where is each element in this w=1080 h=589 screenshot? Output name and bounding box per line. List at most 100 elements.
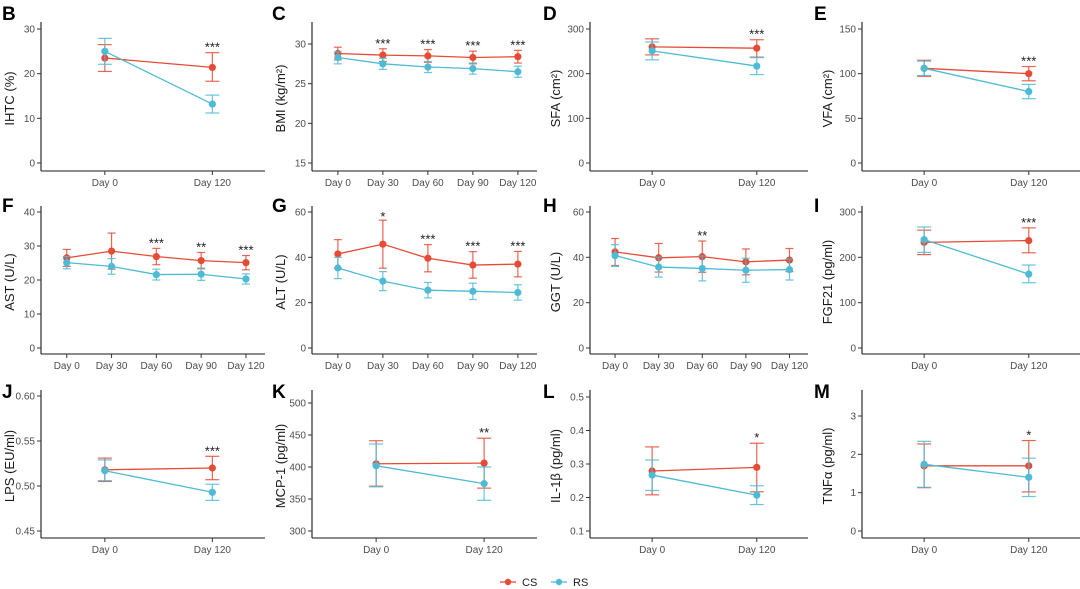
x-tick-label: Day 0: [363, 545, 390, 556]
series-rs: [645, 459, 764, 506]
legend-label: RS: [573, 577, 588, 589]
x-tick-label: Day 0: [639, 178, 666, 189]
data-point: [152, 270, 160, 279]
data-point: [107, 262, 116, 270]
panel-label: I: [814, 196, 819, 217]
data-point: [208, 63, 216, 72]
significance-marker: ***: [205, 443, 220, 458]
significance-marker: **: [196, 239, 206, 254]
series-line: [652, 474, 757, 496]
y-tick-label: 350: [289, 495, 306, 506]
series-rs: [917, 226, 1036, 284]
x-tick-label: Day 60: [412, 178, 444, 189]
panel-l: L 0.1 0.2 0.3 0.4 0.5 Day 0 Day 120 IL-1β (pg/ml…: [543, 382, 808, 556]
data-point: [334, 264, 342, 272]
y-axis-title: SFA (cm²): [548, 70, 563, 128]
legend-key-point: [504, 578, 512, 586]
data-point: [1025, 473, 1033, 481]
significance-marker: ***: [149, 235, 164, 250]
data-point: [469, 287, 477, 295]
x-tick-label: Day 90: [730, 361, 762, 372]
data-point: [1025, 236, 1033, 245]
data-point: [379, 240, 387, 248]
data-point: [334, 53, 342, 62]
panel-h: H 0 20 40 60 Day 0 Day 30 Day 60 Day 90 Day 120 GG…: [543, 196, 809, 372]
significance-marker: ***: [510, 37, 525, 52]
data-point: [920, 236, 928, 244]
y-tick-label: 20: [24, 276, 36, 287]
y-tick-label: 0.60: [16, 392, 36, 403]
data-point: [334, 250, 342, 258]
y-tick-label: 30: [295, 40, 307, 51]
y-tick-label: 20: [295, 119, 307, 130]
y-tick-label: 500: [289, 399, 306, 410]
significance-marker: ***: [1021, 215, 1036, 230]
data-point: [480, 480, 488, 488]
y-tick-label: 60: [573, 208, 585, 219]
panel-label: F: [2, 196, 14, 217]
significance-marker: *: [1026, 428, 1031, 443]
y-tick-label: 0.1: [570, 527, 584, 538]
y-tick-label: 300: [567, 25, 584, 36]
x-tick-label: Day 0: [92, 178, 119, 189]
data-point: [242, 275, 250, 283]
x-tick-label: Day 0: [639, 545, 666, 556]
data-point: [753, 491, 761, 499]
panel-label: H: [543, 196, 557, 217]
data-point: [208, 100, 216, 108]
x-tick-label: Day 0: [54, 361, 81, 372]
x-tick-label: Day 120: [194, 545, 232, 556]
data-point: [742, 266, 750, 274]
y-axis-title: GGT (U/L): [548, 252, 563, 312]
y-tick-label: 1: [850, 488, 856, 499]
data-point: [424, 254, 432, 262]
y-tick-label: 0.55: [16, 437, 36, 448]
series-line: [923, 67, 1029, 93]
significance-marker: *: [754, 430, 759, 445]
data-point: [63, 259, 71, 267]
data-point: [514, 288, 522, 297]
panel-m: M 0 1 2 3 Day 0 Day 120 TNFα (pg/ml) *: [814, 382, 1080, 556]
data-point: [107, 247, 116, 255]
x-tick-label: Day 90: [457, 178, 489, 189]
data-point: [785, 265, 794, 274]
y-tick-label: 450: [289, 431, 306, 442]
series-cs: [645, 442, 764, 496]
y-tick-label: 10: [24, 114, 36, 125]
y-tick-label: 0.4: [570, 426, 584, 437]
data-point: [648, 47, 656, 55]
x-tick-label: Day 90: [457, 361, 489, 372]
data-point: [611, 251, 619, 260]
data-point: [379, 277, 387, 285]
y-tick-label: 100: [839, 298, 856, 309]
x-tick-label: Day 60: [686, 361, 718, 372]
y-axis-title: IHTC (%): [2, 71, 17, 125]
data-point: [1025, 87, 1033, 96]
series-cs: [333, 219, 522, 279]
series-cs: [917, 227, 1036, 256]
series-line: [376, 462, 485, 465]
series-line: [924, 239, 1029, 244]
y-axis-title: ALT (U/L): [273, 254, 288, 309]
series-line: [376, 465, 485, 485]
series-line: [652, 50, 757, 67]
data-point: [480, 459, 488, 467]
x-tick-label: Day 0: [911, 178, 938, 189]
data-point: [424, 286, 432, 294]
y-tick-label: 100: [839, 69, 856, 80]
y-axis-title: LPS (EU/ml): [2, 430, 17, 502]
x-tick-label: Day 30: [96, 361, 128, 372]
data-point: [753, 62, 761, 70]
x-tick-label: Day 120: [227, 361, 265, 372]
y-tick-label: 30: [24, 242, 36, 253]
data-point: [469, 64, 477, 73]
panel-c: C 15 20 25 30 Day 0 Day 30 Day 60 Day 90 Day 120 B…: [272, 4, 537, 189]
series-cs: [97, 455, 220, 483]
y-tick-label: 0.3: [570, 460, 584, 471]
y-tick-label: 25: [295, 79, 307, 90]
y-tick-label: 0: [29, 159, 35, 170]
significance-marker: ***: [465, 239, 480, 254]
y-tick-label: 0.50: [16, 482, 36, 493]
x-tick-label: Day 120: [1010, 178, 1048, 189]
x-tick-label: Day 0: [92, 545, 119, 556]
